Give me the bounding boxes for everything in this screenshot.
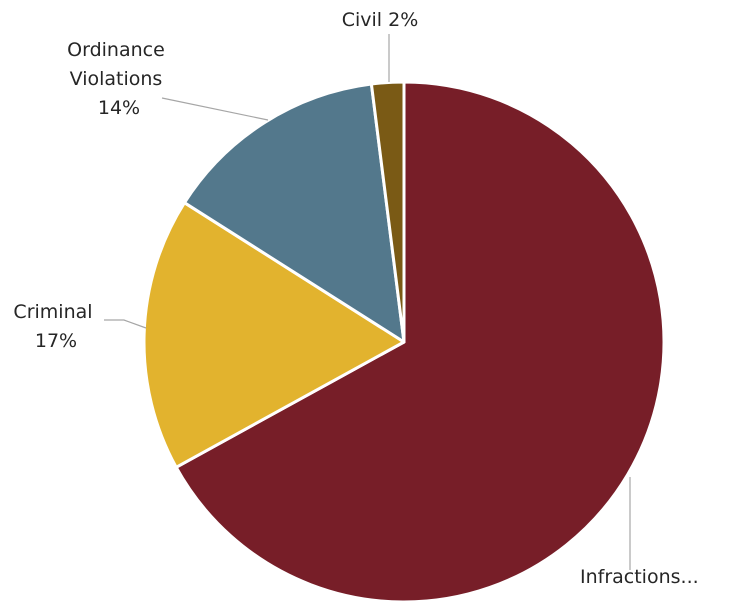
data-label-line: Civil 2% [342,9,419,31]
leader-line-ordinance [161,97,269,121]
data-label-civil: Civil 2% [342,9,419,31]
data-label-line: 17% [35,330,77,352]
pie-slices [142,80,666,601]
pie-slice-civil [369,80,406,344]
data-label-line: Infractions... [580,566,699,588]
data-label-ordinance-violations: Ordinance Violations 14% [67,39,171,119]
data-label-infractions: Infractions... [580,566,699,588]
leader-line-criminal [104,319,147,329]
data-label-line: Criminal [13,301,92,323]
pie-slice-infractions [174,80,666,601]
data-label-criminal: Criminal 17% [13,301,98,352]
pie-slice-criminal [142,201,406,469]
data-label-line: Violations [70,68,163,90]
data-label-line: 14% [98,97,140,119]
pie-slice-ordinance-violations [182,82,406,344]
data-label-line: Ordinance [67,39,165,61]
